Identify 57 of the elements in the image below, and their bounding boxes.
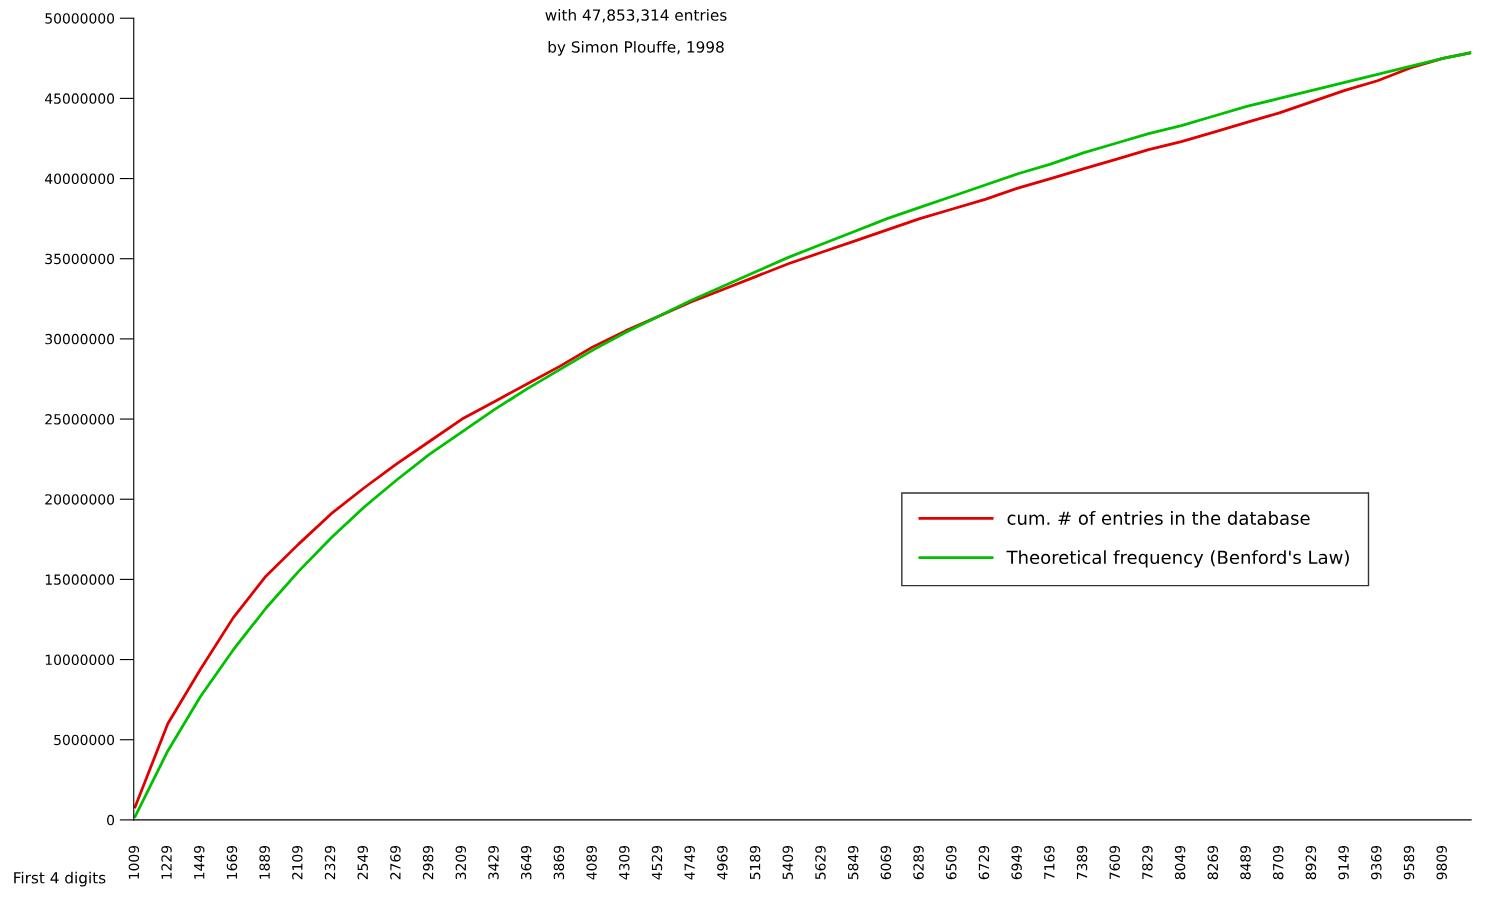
x-tick-label: 6949 bbox=[1011, 845, 1022, 880]
x-tick-label: 3429 bbox=[488, 845, 499, 880]
x-tick-label: 6289 bbox=[913, 845, 924, 880]
y-tick-label: 45000000 bbox=[44, 93, 115, 104]
x-tick-label: 5849 bbox=[847, 845, 859, 880]
x-tick-label: 1009 bbox=[128, 845, 140, 879]
x-tick-label: 3869 bbox=[553, 845, 565, 880]
x-tick-label: 4749 bbox=[684, 845, 695, 880]
x-tick-label: 8269 bbox=[1207, 845, 1219, 880]
x-tick-label: 4529 bbox=[651, 845, 663, 880]
x-tick-label: 4969 bbox=[717, 845, 728, 880]
x-tick-label: 5189 bbox=[749, 845, 761, 880]
x-tick-label: 2109 bbox=[292, 845, 303, 880]
x-tick-label: 8489 bbox=[1240, 845, 1251, 880]
x-tick-label: 4089 bbox=[586, 845, 597, 880]
y-tick-label: 35000000 bbox=[45, 253, 115, 265]
y-tick-label: 10000000 bbox=[45, 654, 115, 666]
y-tick-label: 20000000 bbox=[45, 494, 115, 505]
annotation: by Simon Plouffe, 1998 bbox=[548, 40, 724, 56]
x-tick-label: 2769 bbox=[390, 845, 401, 880]
x-tick-label: 5409 bbox=[782, 845, 794, 880]
x-tick-label: 8049 bbox=[1174, 845, 1186, 880]
x-tick-label: 8709 bbox=[1272, 845, 1284, 880]
legend-label: Theoretical frequency (Benford's Law) bbox=[1006, 550, 1349, 568]
x-tick-label: 1669 bbox=[226, 845, 238, 879]
x-tick-label: 7169 bbox=[1044, 845, 1055, 880]
x-tick-label: 2549 bbox=[357, 845, 368, 880]
x-tick-label: 1449 bbox=[193, 845, 205, 879]
x-tick-label: 9809 bbox=[1436, 845, 1447, 880]
y-tick-label: 50000000 bbox=[45, 13, 115, 24]
x-tick-label: 9149 bbox=[1338, 845, 1349, 880]
x-tick-label: 1889 bbox=[259, 845, 270, 879]
x-tick-label: 1229 bbox=[161, 845, 172, 879]
x-tick-label: 7609 bbox=[1109, 845, 1120, 880]
x-tick-label: 9369 bbox=[1371, 845, 1382, 880]
x-tick-label: 2989 bbox=[422, 845, 434, 880]
x-tick-label: 9589 bbox=[1403, 845, 1415, 880]
y-tick-label: 15000000 bbox=[45, 574, 115, 585]
x-tick-label: 5629 bbox=[815, 845, 826, 880]
x-tick-label: 4309 bbox=[619, 845, 630, 880]
y-tick-label: 0 bbox=[107, 814, 115, 826]
x-axis-title: First 4 digits bbox=[14, 871, 106, 887]
x-tick-label: 7829 bbox=[1142, 845, 1153, 880]
annotation: with 47,853,314 entries bbox=[545, 9, 727, 23]
x-tick-label: 3649 bbox=[520, 845, 532, 880]
y-tick-label: 40000000 bbox=[44, 173, 115, 185]
x-tick-label: 2329 bbox=[324, 845, 336, 880]
x-tick-label: 7389 bbox=[1076, 845, 1088, 880]
x-tick-label: 3209 bbox=[455, 845, 467, 880]
y-tick-label: 30000000 bbox=[45, 333, 115, 345]
legend-label: cum. # of entries in the database bbox=[1007, 511, 1310, 525]
y-tick-label: 5000000 bbox=[54, 734, 115, 746]
x-tick-label: 6509 bbox=[945, 845, 957, 880]
x-tick-label: 6069 bbox=[880, 845, 892, 880]
x-tick-label: 6729 bbox=[978, 845, 990, 880]
x-tick-label: 8929 bbox=[1305, 845, 1317, 880]
y-tick-label: 25000000 bbox=[45, 414, 115, 425]
